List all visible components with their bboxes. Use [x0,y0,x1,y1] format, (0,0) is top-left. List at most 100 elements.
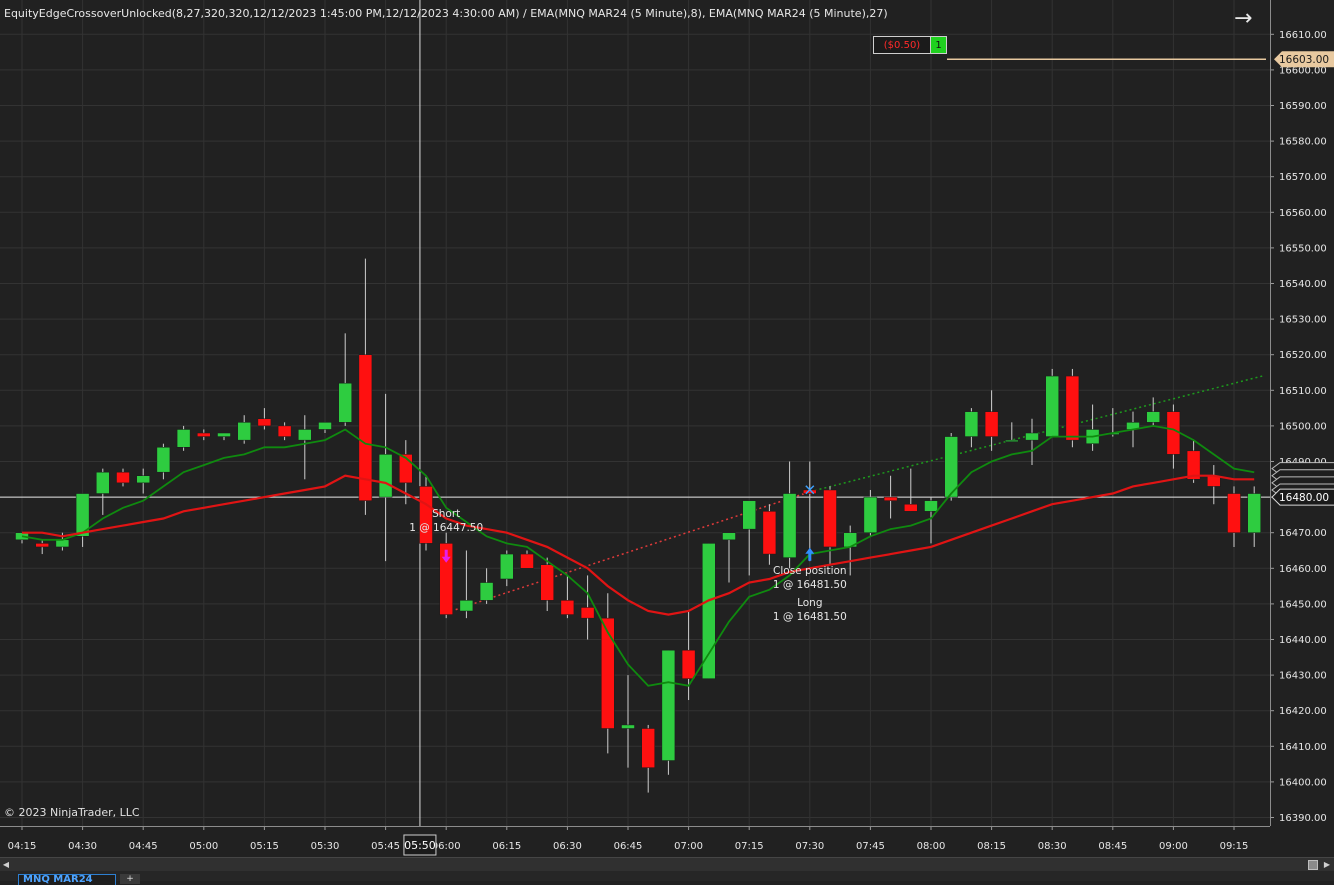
time-tick-label: 09:00 [1159,841,1188,852]
candle-body [520,553,534,569]
time-tick-label: 07:15 [735,841,764,852]
candle-body [257,418,272,427]
ema-line-slow [22,474,1255,616]
time-tick-label: 04:15 [8,841,37,852]
scroll-right-icon[interactable]: ▶ [1323,860,1331,869]
candle-body [358,354,373,501]
candle-body [55,539,70,548]
price-tick-label: 16550.00 [1279,243,1327,254]
pnl-price-box [1274,51,1334,68]
exit-trade-detail: 1 @ 16481.50 [773,579,847,591]
time-tick-label: 07:00 [674,841,703,852]
time-tick-label: 05:45 [371,841,400,852]
candle-body [1227,493,1241,533]
candle-body [621,724,635,729]
scroll-thumb[interactable] [1308,860,1318,870]
candle-body [1247,493,1261,533]
candle-body [338,382,352,423]
candle-body [378,454,393,498]
candle-body [217,432,231,437]
time-tick-label: 04:45 [129,841,158,852]
candle-body [722,532,736,541]
time-tick-label: 08:45 [1098,841,1127,852]
price-tick-label: 16420.00 [1279,706,1327,717]
candle-body [1186,450,1201,480]
price-tick-label: 16470.00 [1279,528,1327,539]
candle-body [116,471,130,484]
candle-body [156,447,171,473]
candle-body [1146,411,1160,423]
candle-body [35,543,49,548]
copyright-label: © 2023 NinjaTrader, LLC [4,806,140,819]
time-tick-label: 06:30 [553,841,582,852]
candle-body [782,493,797,558]
candle-body [277,425,292,437]
long-trade-detail: 1 @ 16481.50 [773,611,847,623]
price-tick-label: 16400.00 [1279,777,1327,788]
tab-mnq-mar24[interactable]: MNQ MAR24 [18,874,116,885]
candle-body [1025,432,1039,441]
price-tick-label: 16440.00 [1279,635,1327,646]
candle-body [540,564,554,601]
candle-body [661,649,676,761]
candle-body [883,496,898,501]
price-tick-label: 16590.00 [1279,101,1327,112]
price-tick-label: 16520.00 [1279,350,1327,361]
price-tick-label: 16610.00 [1279,30,1327,41]
long-trade-label: Long [797,597,822,609]
candle-body [298,429,312,441]
price-tick-label: 16430.00 [1279,671,1327,682]
candle-body [1065,375,1080,441]
exit-trade-label: Close position [773,565,847,577]
time-tick-label: 09:15 [1220,841,1249,852]
candle-body [762,511,777,555]
time-tick-label: 05:15 [250,841,279,852]
time-tick-label: 06:15 [492,841,521,852]
long-entry-arrow-icon [805,547,815,561]
price-tick-label: 16570.00 [1279,172,1327,183]
price-tick-label: 16530.00 [1279,315,1327,326]
candle-body [984,411,999,437]
short-entry-arrow-icon [441,549,451,563]
price-chart[interactable]: 16390.00 16400.00 16410.00 16420.00 16430.00… [0,0,1334,857]
time-tick-label: 05:00 [189,841,218,852]
candle-body [479,582,494,601]
candle-body [823,489,837,548]
price-tick-label: 16500.00 [1279,421,1327,432]
candle-body [904,503,918,512]
time-tick-label: 05:30 [311,841,340,852]
price-tick-label: 16580.00 [1279,137,1327,148]
candle-body [197,432,211,437]
candle-body [702,543,716,679]
price-tick-label: 16410.00 [1279,742,1327,753]
time-tick-label: 06:45 [614,841,643,852]
price-tick-label: 16560.00 [1279,208,1327,219]
candle-body [1166,411,1181,455]
exit-marker-icon [805,485,815,495]
position-quantity-box[interactable]: 1 [930,36,947,54]
candle-body [742,500,756,530]
time-tick-label: 07:45 [856,841,885,852]
candle-body [924,500,938,512]
scroll-left-icon[interactable]: ◀ [2,860,10,869]
time-tick-label: 08:15 [977,841,1006,852]
short-trade-detail: 1 @ 16447.50 [409,522,483,534]
candle-body [1045,375,1059,437]
arrow-right-icon[interactable]: → [1234,6,1253,31]
pnl-price-label: 16603.00 [1279,54,1329,66]
add-tab-button[interactable]: + [120,874,140,884]
candle-body [944,436,958,498]
current-price-label: 16480.00 [1279,492,1329,504]
candle-body [419,486,433,544]
short-trade-line [445,491,811,614]
position-pnl-box[interactable]: ($0.50) [873,36,931,54]
candle-body [560,600,575,615]
candle-body [681,649,696,679]
chart-title: EquityEdgeCrossoverUnlocked(8,27,320,320… [4,7,888,20]
candle-body [601,617,615,729]
time-tick-label: 06:00 [432,841,461,852]
candle-body [136,475,150,484]
time-tick-label: 08:30 [1038,841,1067,852]
candle-body [863,496,878,533]
horizontal-scrollbar[interactable]: ◀ ▶ [0,857,1334,872]
